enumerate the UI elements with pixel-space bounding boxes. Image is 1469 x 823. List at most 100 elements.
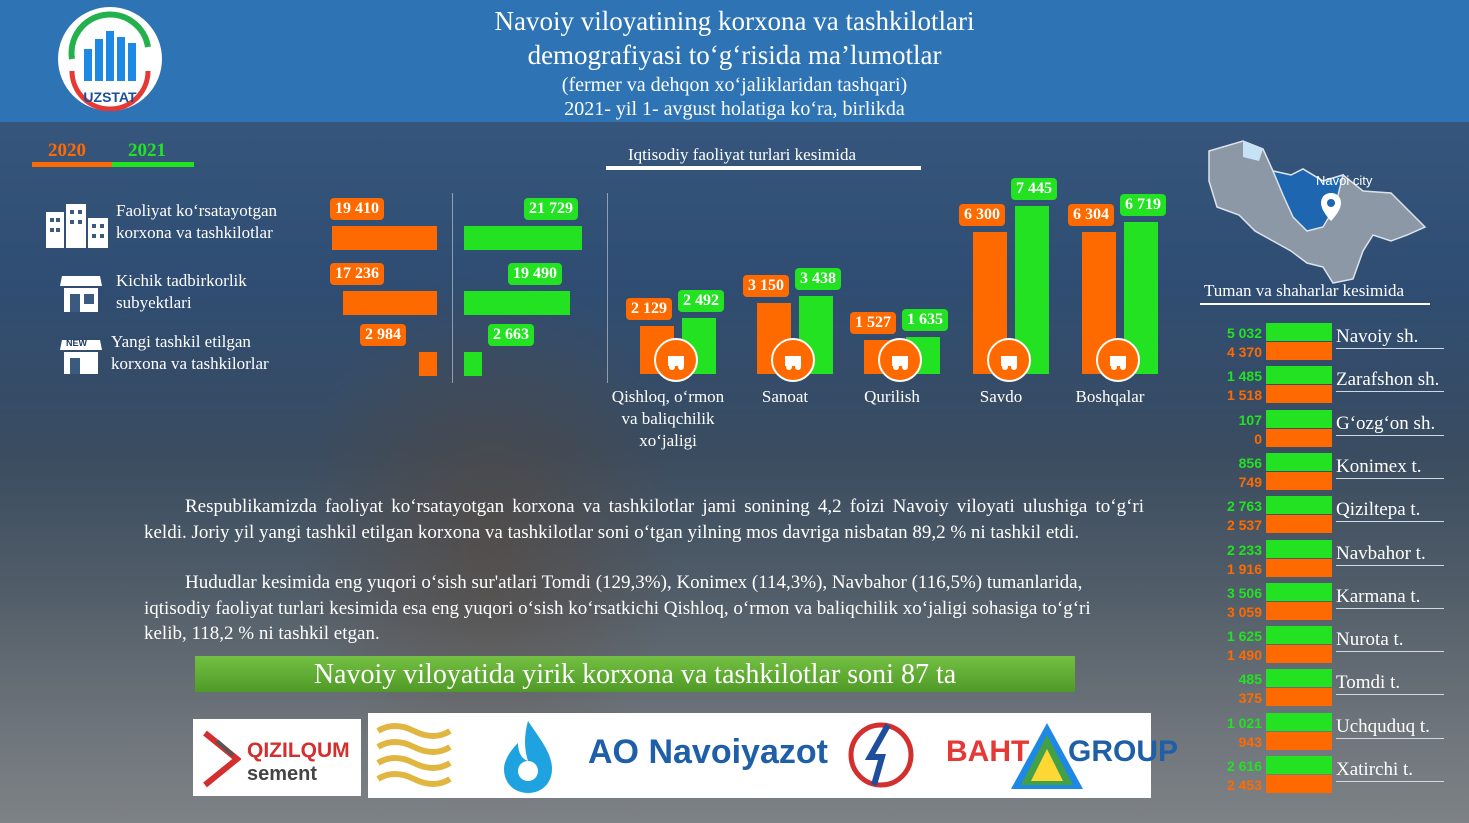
- district-value-2021: 2 763: [1226, 498, 1262, 514]
- value-label-2020: 2 984: [360, 324, 406, 346]
- baht-triangle-icon: [1011, 723, 1083, 789]
- district-bar-2021: [1266, 540, 1332, 558]
- header-bar: Navoiy viloyatining korxona va tashkilot…: [0, 0, 1469, 122]
- sector-chart-title: Iqtisodiy faoliyat turlari kesimida: [628, 145, 857, 164]
- subtitle-line-3: (fermer va dehqon xo‘jaliklaridan tashqa…: [561, 74, 908, 96]
- summary-paragraph-1: Respublikamizda faoliyat ko‘rsatayotgan …: [144, 496, 1144, 543]
- sector-value-2021: 3 438: [795, 268, 841, 291]
- district-value-2021: 485: [1238, 671, 1262, 687]
- district-name: Navbahor t.: [1336, 543, 1444, 566]
- district-title-underline: [1200, 303, 1430, 305]
- sector-title-underline: [606, 166, 921, 170]
- sector-value-2020: 6 304: [1068, 203, 1114, 226]
- kizilkum-name: QIZILQUM: [247, 739, 350, 762]
- summary-paragraph-2: Hududlar kesimida eng yuqori o‘sish sur'…: [144, 572, 1091, 644]
- district-value-2020: 749: [1238, 474, 1262, 490]
- sector-name: Qurilish: [824, 386, 960, 408]
- sector-name-line: xo‘jaligi: [639, 431, 697, 450]
- legend-2021: 2021: [128, 140, 166, 161]
- sector-name: Qishloq, o‘rmon va baliqchilik xo‘jaligi: [600, 386, 736, 452]
- district-bar-2020: [1266, 775, 1332, 793]
- district-name: Xatirchi t.: [1336, 759, 1444, 782]
- district-value-2021: 856: [1238, 455, 1262, 471]
- sector-name-line: Qurilish: [864, 387, 920, 406]
- district-value-2020: 0: [1254, 431, 1262, 447]
- district-bar-2020: [1266, 602, 1332, 620]
- map-city-label: Navoi city: [1316, 173, 1373, 188]
- sector-value-2021: 7 445: [1011, 178, 1057, 200]
- district-value-2021: 3 506: [1226, 585, 1262, 601]
- district-bar-2021: [1266, 669, 1332, 687]
- district-bar-2021: [1266, 323, 1332, 341]
- district-name: Konimex t.: [1336, 456, 1444, 479]
- value-label-2020: 17 236: [330, 263, 384, 285]
- sector-value-2021: 6 719: [1120, 194, 1166, 217]
- sector-name: Boshqalar: [1042, 386, 1178, 408]
- bar-2021: [464, 291, 570, 315]
- district-value-2021: 2 616: [1226, 758, 1262, 774]
- district-bar-2020: [1266, 732, 1332, 750]
- sector-name-line: va baliqchilik: [621, 409, 715, 428]
- district-bar-2021: [1266, 626, 1332, 644]
- flame-logo-icon: [504, 721, 552, 793]
- value-label-2021: 19 490: [508, 263, 562, 285]
- district-value-2021: 2 233: [1226, 542, 1262, 558]
- district-value-2021: 1 625: [1226, 628, 1262, 644]
- wave-logo-icon: [376, 723, 452, 787]
- district-value-2020: 2 453: [1226, 777, 1262, 793]
- sector-value-2021: 1 635: [902, 309, 948, 332]
- uzstat-logo: UZSTAT: [58, 7, 162, 112]
- value-label-2020: 19 410: [330, 198, 384, 220]
- category-label-new: Yangi tashkil etilgan korxona va tashkil…: [111, 332, 269, 373]
- new-shop-icon: NEW: [60, 334, 102, 381]
- district-value-2020: 3 059: [1226, 604, 1262, 620]
- partners-logo-strip: AO Navoiyazot BAHT GROUP: [368, 713, 1178, 798]
- legend-2020-line: [32, 162, 112, 167]
- uzbekistan-map: Navoi city: [1203, 131, 1443, 291]
- bar-2021: [464, 226, 582, 250]
- district-value-2021: 5 032: [1226, 325, 1262, 341]
- district-name: Navoiy sh.: [1336, 326, 1444, 349]
- district-bar-2020: [1266, 645, 1332, 663]
- bar-2021: [464, 352, 482, 376]
- district-value-2020: 1 490: [1226, 647, 1262, 663]
- value-label-2021: 21 729: [524, 198, 578, 220]
- sector-globe-icon: [1096, 338, 1140, 382]
- navoiyazot-logo-text: AO Navoiyazot: [588, 733, 828, 771]
- sector-value-2020: 2 129: [626, 297, 672, 320]
- sector-value-2020: 3 150: [743, 274, 789, 297]
- sector-tractor-icon: [654, 338, 698, 382]
- category-label-operating: Faoliyat ko‘rsatayotgan korxona va tashk…: [116, 201, 277, 242]
- district-bar-2020: [1266, 515, 1332, 533]
- sector-name-line: Savdo: [979, 387, 1023, 406]
- district-name: Nurota t.: [1336, 629, 1444, 652]
- subtitle-line-4: 2021- yil 1- avgust holatiga ko‘ra, birl…: [564, 98, 905, 120]
- district-bar-2020: [1266, 342, 1332, 360]
- value-label-2021: 2 663: [488, 324, 534, 346]
- map-pin-icon: [1321, 193, 1341, 226]
- district-value-2021: 1 021: [1226, 715, 1262, 731]
- legend-2020: 2020: [48, 140, 86, 161]
- district-value-2021: 107: [1238, 412, 1262, 428]
- sector-value-2020: 6 300: [959, 203, 1005, 226]
- district-value-2021: 1 485: [1226, 368, 1262, 384]
- district-name: Tomdi t.: [1336, 672, 1444, 695]
- sector-name: Savdo: [933, 386, 1069, 408]
- category-label-small-business: Kichik tadbirkorlik subyektlari: [116, 271, 247, 312]
- kizilkum-logo: QIZILQUM sement: [193, 719, 361, 796]
- sector-value-2020: 1 527: [850, 311, 896, 334]
- baht-logo-text-1: BAHT: [946, 735, 1030, 768]
- sector-name-line: Sanoat: [761, 387, 809, 406]
- baht-logo-text-2: GROUP: [1068, 735, 1179, 768]
- sector-cart-icon: [987, 338, 1031, 382]
- district-value-2020: 2 537: [1226, 517, 1262, 533]
- buildings-icon: [44, 200, 110, 255]
- title-line-2: demografiyasi to‘g‘risida ma’lumotlar: [527, 40, 942, 70]
- sector-chart-divider: [607, 193, 608, 383]
- district-bar-2021: [1266, 453, 1332, 471]
- sector-factory-icon: [771, 338, 815, 382]
- district-bar-2021: [1266, 366, 1332, 384]
- bar-2020: [419, 352, 437, 376]
- logo-text: UZSTAT: [83, 89, 137, 105]
- large-enterprises-banner: Navoiy viloyatida yirik korxona va tashk…: [195, 656, 1075, 692]
